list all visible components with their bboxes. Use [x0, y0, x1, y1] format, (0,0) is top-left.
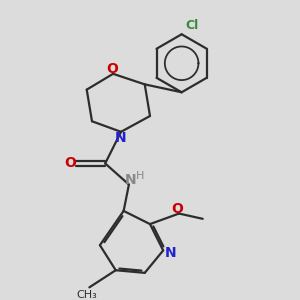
Text: CH₃: CH₃ — [76, 290, 97, 300]
Text: O: O — [172, 202, 184, 216]
Text: O: O — [64, 157, 76, 170]
Text: Cl: Cl — [186, 19, 199, 32]
Text: O: O — [106, 62, 118, 76]
Text: N: N — [124, 173, 136, 187]
Text: N: N — [165, 246, 176, 260]
Text: N: N — [115, 130, 126, 145]
Text: H: H — [136, 171, 144, 181]
